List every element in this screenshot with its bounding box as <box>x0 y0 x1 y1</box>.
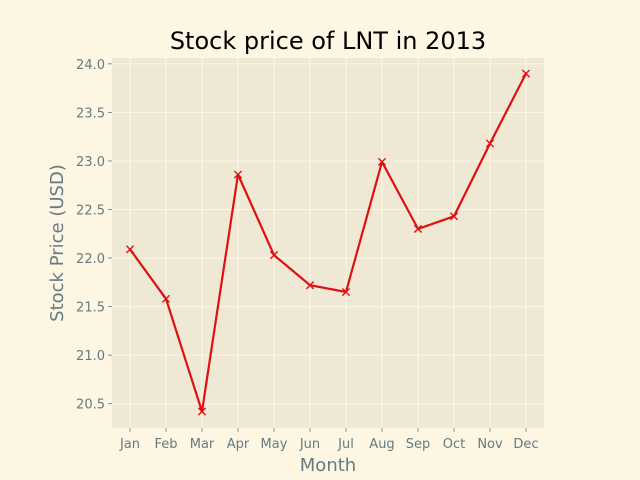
data-point-marker <box>521 69 531 78</box>
x-tick-label: Aug <box>369 437 394 452</box>
x-tick-label: Nov <box>477 437 503 452</box>
y-axis-ticks: 20.5 21.0 21.5 22.0 22.5 23.0 23.5 24.0 <box>76 58 112 413</box>
series-layer <box>125 69 531 416</box>
x-tick-label: Mar <box>190 437 215 452</box>
x-tick-label: Jun <box>299 437 320 452</box>
data-point-marker <box>161 294 171 303</box>
y-tick-label: 22.0 <box>76 252 105 267</box>
data-point-marker <box>485 139 495 148</box>
y-tick-label: 20.5 <box>76 398 105 413</box>
x-tick-label: Feb <box>154 437 177 452</box>
x-tick-label: Apr <box>227 437 250 452</box>
series-line <box>128 72 528 413</box>
x-axis-ticks: Jan Feb Mar Apr May Jun Jul Aug Sep Oct Nov Dec <box>119 428 539 452</box>
x-axis-label: Month <box>300 455 356 476</box>
data-point-marker <box>269 251 279 260</box>
x-tick-label: Jan <box>119 437 140 452</box>
x-tick-label: Jul <box>337 437 354 452</box>
data-point-marker <box>233 170 243 179</box>
data-point-marker <box>413 224 423 234</box>
data-point-marker <box>305 281 315 290</box>
x-tick-label: Oct <box>443 437 465 452</box>
data-point-marker <box>125 245 135 254</box>
chart-title: Stock price of LNT in 2013 <box>170 27 486 55</box>
x-tick-label: Dec <box>513 437 538 452</box>
plot-area <box>112 58 544 428</box>
y-axis-label: Stock Price (USD) <box>47 164 68 322</box>
x-tick-label: May <box>261 437 288 452</box>
grid <box>112 58 544 428</box>
data-point-marker <box>341 287 351 297</box>
data-point-marker <box>197 407 207 416</box>
y-tick-label: 24.0 <box>76 58 105 73</box>
y-tick-label: 22.5 <box>76 203 105 218</box>
y-tick-label: 21.0 <box>76 349 105 364</box>
x-tick-label: Sep <box>406 437 431 452</box>
data-point-marker <box>449 212 459 221</box>
y-tick-label: 21.5 <box>76 301 105 316</box>
y-tick-label: 23.5 <box>76 106 105 121</box>
data-point-marker <box>377 157 387 167</box>
y-tick-label: 23.0 <box>76 155 105 170</box>
